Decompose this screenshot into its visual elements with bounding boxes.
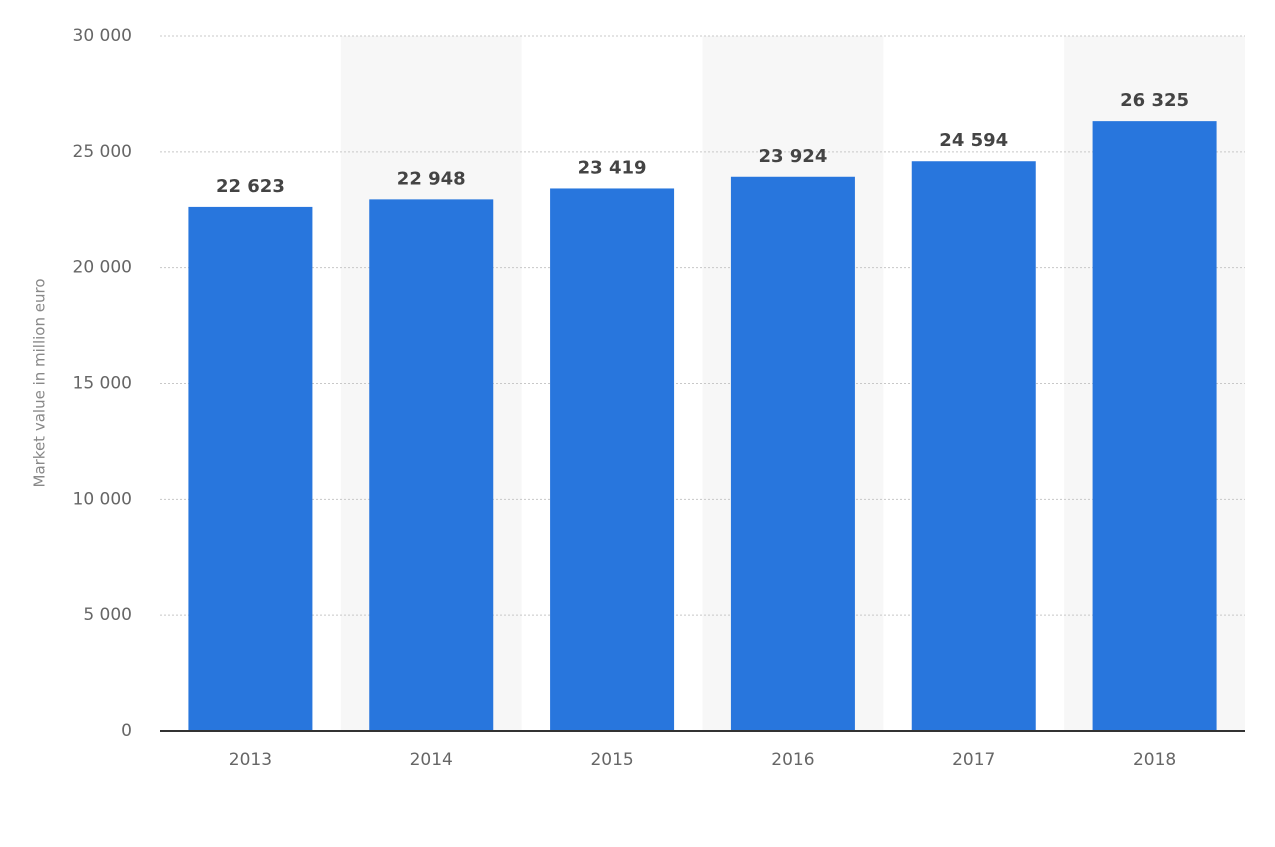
- y-tick-label: 25 000: [73, 142, 132, 162]
- bar: [188, 206, 313, 731]
- value-label: 22 623: [216, 176, 285, 197]
- bar: [730, 176, 855, 731]
- x-tick-label: 2014: [410, 750, 453, 770]
- bar: [369, 199, 494, 731]
- value-label: 22 948: [397, 168, 466, 189]
- value-label: 23 419: [578, 157, 647, 178]
- x-tick-label: 2015: [590, 750, 633, 770]
- bar: [1092, 121, 1217, 731]
- value-label: 26 325: [1120, 90, 1189, 111]
- value-label: 23 924: [758, 146, 827, 167]
- y-axis-label: Market value in million euro: [31, 279, 49, 488]
- y-tick-label: 0: [121, 721, 132, 741]
- y-tick-label: 10 000: [73, 489, 132, 509]
- x-tick-label: 2017: [952, 750, 995, 770]
- bar: [911, 161, 1036, 731]
- x-tick-label: 2013: [229, 750, 272, 770]
- x-tick-label: 2018: [1133, 750, 1176, 770]
- value-label: 24 594: [939, 130, 1008, 151]
- bar: [550, 188, 675, 731]
- x-tick-label: 2016: [771, 750, 814, 770]
- y-tick-label: 20 000: [73, 258, 132, 278]
- y-tick-label: 5 000: [83, 605, 132, 625]
- y-tick-label: 15 000: [73, 374, 132, 394]
- y-tick-label: 30 000: [73, 26, 132, 46]
